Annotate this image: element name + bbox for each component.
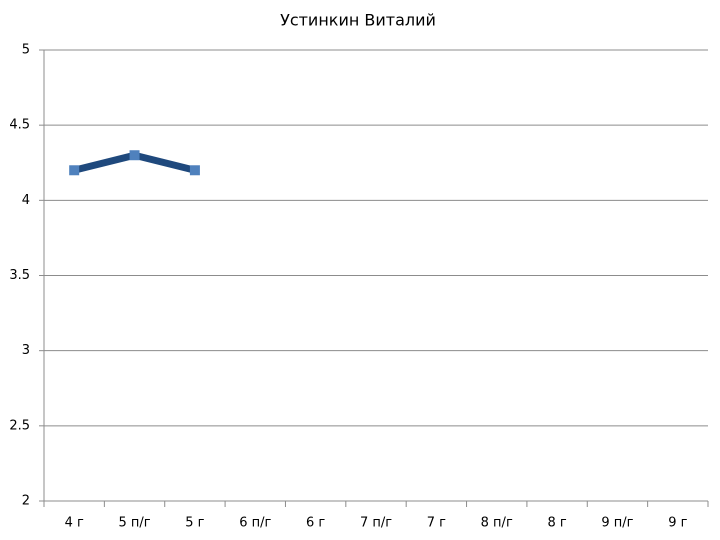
x-tick-label: 5 г bbox=[185, 516, 204, 531]
chart-title: Устинкин Виталий bbox=[280, 11, 436, 30]
x-tick-label: 4 г bbox=[65, 516, 84, 531]
x-tick-label: 9 г bbox=[668, 516, 687, 531]
y-tick-label: 3.5 bbox=[9, 268, 30, 283]
x-tick-label: 5 п/г bbox=[118, 516, 150, 531]
y-tick-label: 2.5 bbox=[9, 418, 30, 433]
x-tick-label: 9 п/г bbox=[601, 516, 633, 531]
x-tick-label: 6 г bbox=[306, 516, 325, 531]
x-tick-label: 8 г bbox=[547, 516, 566, 531]
marker bbox=[189, 165, 200, 176]
y-tick-label: 2 bbox=[22, 494, 30, 509]
marker bbox=[69, 165, 80, 176]
y-tick-label: 4.5 bbox=[9, 118, 30, 133]
x-tick-label: 8 п/г bbox=[481, 516, 513, 531]
marker bbox=[129, 150, 140, 161]
x-tick-label: 6 п/г bbox=[239, 516, 271, 531]
y-tick-label: 4 bbox=[22, 193, 30, 208]
x-tick-label: 7 г bbox=[427, 516, 446, 531]
y-tick-label: 5 bbox=[22, 43, 30, 58]
y-tick-label: 3 bbox=[22, 343, 30, 358]
x-tick-label: 7 п/г bbox=[360, 516, 392, 531]
